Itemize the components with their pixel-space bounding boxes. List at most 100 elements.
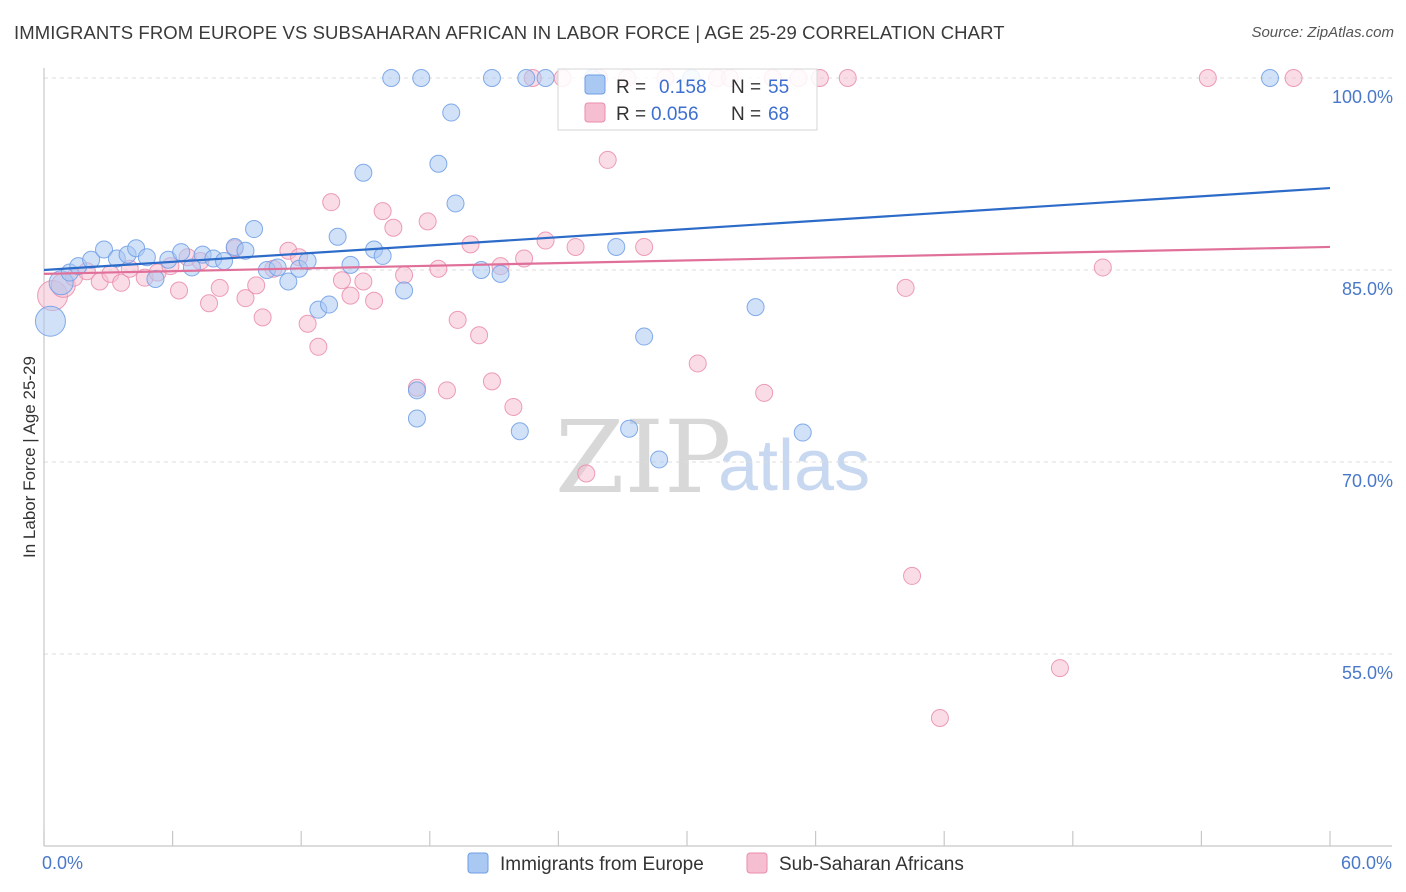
data-point bbox=[407, 409, 426, 428]
data-point bbox=[268, 258, 287, 277]
watermark-zip: ZIP bbox=[555, 399, 731, 516]
data-point bbox=[215, 252, 234, 271]
data-point bbox=[200, 294, 219, 313]
data-point bbox=[1093, 258, 1112, 277]
data-point bbox=[354, 272, 373, 291]
source-label: Source: ZipAtlas.com bbox=[1251, 24, 1394, 41]
data-point bbox=[635, 327, 654, 346]
legend-swatch-africa bbox=[584, 102, 606, 123]
legend-n-label-europe: N = bbox=[731, 77, 761, 98]
data-point bbox=[236, 289, 255, 308]
data-point bbox=[793, 423, 812, 442]
data-point bbox=[838, 69, 857, 87]
y-tick-label-100: 100.0% bbox=[1332, 87, 1393, 107]
data-point bbox=[328, 227, 347, 246]
data-point bbox=[418, 212, 437, 231]
trend-line-europe bbox=[43, 186, 1331, 272]
data-point bbox=[34, 305, 66, 337]
grid-lines bbox=[44, 77, 1392, 655]
trend-line-africa bbox=[43, 245, 1331, 275]
x-tick-label-max: 60.0% bbox=[1341, 853, 1392, 873]
data-point bbox=[598, 150, 617, 169]
series-legend-label-africa: Sub-Saharan Africans bbox=[779, 854, 964, 875]
data-point bbox=[903, 566, 922, 585]
data-point bbox=[607, 237, 626, 256]
data-point bbox=[210, 278, 229, 297]
data-point bbox=[82, 250, 101, 269]
data-point bbox=[373, 246, 392, 265]
data-point bbox=[341, 286, 360, 305]
y-tick-labels: 55.0% 70.0% 85.0% 100.0% bbox=[1332, 87, 1393, 683]
x-ticks bbox=[43, 831, 1331, 846]
data-point bbox=[620, 419, 639, 438]
watermark-atlas: atlas bbox=[718, 426, 870, 506]
legend-r-value-europe: 0.158 bbox=[659, 77, 707, 98]
correlation-legend: R = 0.158 N = 55 R = 0.056 N = 68 bbox=[557, 68, 818, 131]
data-point bbox=[236, 241, 255, 260]
y-tick-label-70: 70.0% bbox=[1342, 471, 1393, 491]
data-point bbox=[446, 194, 465, 213]
legend-n-label-africa: N = bbox=[731, 104, 761, 125]
y-axis-title: In Labor Force | Age 25-29 bbox=[20, 356, 39, 558]
legend-n-value-europe: 55 bbox=[768, 77, 789, 98]
series-legend-label-europe: Immigrants from Europe bbox=[500, 854, 704, 875]
legend-r-label-africa: R = bbox=[616, 104, 646, 125]
series-legend-swatch-africa bbox=[746, 852, 768, 874]
data-point bbox=[504, 397, 523, 416]
data-point bbox=[536, 69, 555, 87]
data-point bbox=[137, 248, 156, 267]
legend-n-value-africa: 68 bbox=[768, 104, 789, 125]
data-point bbox=[510, 422, 529, 441]
data-point bbox=[650, 450, 669, 469]
data-point bbox=[470, 326, 489, 345]
data-point bbox=[95, 240, 114, 259]
data-point bbox=[566, 237, 585, 256]
data-point bbox=[437, 381, 456, 400]
legend-swatch-europe bbox=[584, 74, 606, 95]
data-point bbox=[172, 243, 191, 262]
data-point bbox=[429, 259, 448, 278]
data-point bbox=[382, 69, 401, 87]
data-point bbox=[755, 383, 774, 402]
y-tick-label-55: 55.0% bbox=[1342, 663, 1393, 683]
data-point bbox=[395, 281, 414, 300]
chart-title: IMMIGRANTS FROM EUROPE VS SUBSAHARAN AFR… bbox=[14, 22, 1005, 43]
data-point bbox=[384, 218, 403, 237]
data-point bbox=[170, 281, 189, 300]
data-point bbox=[365, 291, 384, 310]
data-point bbox=[354, 163, 373, 182]
data-point bbox=[146, 269, 165, 288]
data-point bbox=[341, 255, 360, 274]
data-point bbox=[407, 381, 426, 400]
data-point bbox=[1260, 69, 1279, 87]
data-point bbox=[322, 193, 341, 212]
data-point bbox=[448, 310, 467, 329]
data-point bbox=[320, 295, 339, 314]
data-point bbox=[245, 220, 264, 239]
data-point bbox=[577, 464, 596, 483]
series-legend: Immigrants from Europe Sub-Saharan Afric… bbox=[467, 852, 964, 875]
data-point bbox=[1198, 69, 1217, 87]
data-point bbox=[442, 103, 461, 122]
data-point bbox=[298, 252, 317, 271]
legend-r-value-africa: 0.056 bbox=[651, 104, 699, 125]
data-point bbox=[373, 202, 392, 221]
series-legend-swatch-europe bbox=[467, 852, 489, 874]
points-subsaharan-africans bbox=[37, 69, 1303, 727]
data-point bbox=[482, 372, 501, 391]
x-tick-label-min: 0.0% bbox=[42, 853, 83, 873]
data-point bbox=[461, 235, 480, 254]
data-point bbox=[746, 298, 765, 317]
data-point bbox=[429, 154, 448, 173]
legend-r-label-europe: R = bbox=[616, 77, 646, 98]
data-point bbox=[332, 271, 351, 290]
y-tick-label-85: 85.0% bbox=[1342, 279, 1393, 299]
data-point bbox=[1284, 69, 1303, 87]
data-point bbox=[309, 337, 328, 356]
data-point bbox=[482, 69, 501, 87]
data-point bbox=[536, 231, 555, 250]
data-point bbox=[395, 266, 414, 285]
data-point bbox=[279, 272, 298, 291]
data-point bbox=[1050, 659, 1069, 678]
